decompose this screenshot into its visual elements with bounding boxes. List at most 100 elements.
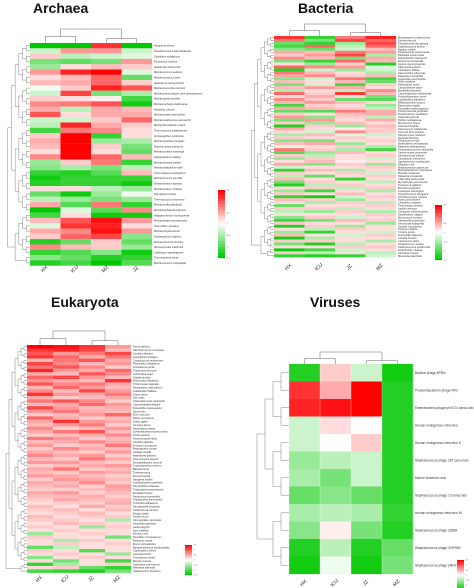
heatmap-cell [79,467,106,471]
heatmap-cell [53,484,80,488]
column-label: JZ [87,575,95,583]
heatmap-cell [289,521,321,540]
heatmap-cell [60,80,92,86]
heatmap-cell [274,213,305,217]
heatmap-cell [382,486,414,505]
legend-swatch [435,243,442,247]
heatmap-cell [79,528,106,533]
heatmap-cell [121,122,153,128]
heatmap-cells [27,345,132,573]
heatmap-cell [105,542,132,546]
row-label: Clostridium difficile [398,68,420,72]
heatmap-cell [79,460,106,465]
legend-swatch [218,209,225,213]
heatmap-cell [335,115,366,119]
heatmap-cell [91,122,122,128]
heatmap-cell [121,90,153,97]
heatmap-cell [335,92,366,96]
legend-swatch [457,561,464,563]
heatmap-cell [60,255,92,261]
heatmap-cell [53,498,80,502]
heatmap-cell [274,47,305,51]
heatmap-cell [335,36,366,40]
heatmap-cell [60,111,92,118]
heatmap-cell [91,191,122,197]
legend-swatch [185,563,192,566]
row-label: Nematostella vectensis [133,505,160,509]
heatmap-cell [274,174,305,178]
heatmap-cell [335,68,366,72]
heatmap-cell [91,255,122,261]
heatmap-cell [274,65,305,69]
heatmap-cell [53,521,80,526]
heatmap-cell [79,504,106,509]
heatmap-cell [30,43,61,49]
heatmap-cell [105,396,132,400]
heatmap-cell [304,230,336,234]
heatmap-cell [27,450,54,454]
heatmap-cell [335,136,366,140]
heatmap-cell [335,38,366,42]
row-label: Entamoeba histolytica [133,379,159,383]
row-label: Methylobacterium extorquens [398,168,433,172]
row-label: Methanobrevibacter smithii [154,123,185,127]
legend-swatch [185,568,192,571]
row-label: Botrytis cinerea [133,559,151,563]
heatmap-cell [30,159,61,165]
heatmap-cell [27,368,54,373]
heatmap-cell [27,511,54,516]
heatmap-cell [335,148,366,152]
heatmap-cell [320,416,352,435]
row-dendrogram [251,37,274,256]
heatmap-cell [105,498,132,502]
row-label: Aeromonas hydrophila [398,221,425,225]
heatmap-cell [53,538,80,543]
heatmap-cell [365,47,397,51]
heatmap-cell [53,491,80,495]
heatmap-cell [91,212,122,218]
row-label: Streptococcus mutans [398,242,424,246]
heatmap-cell [105,501,132,505]
heatmap-cell [121,244,153,250]
heatmap-cell [274,77,305,81]
heatmap-cell [79,491,106,495]
legend-swatch [435,250,442,254]
row-label: Apis mellifera [133,528,149,532]
legend-swatch [218,243,225,247]
heatmap-cell [105,477,132,482]
heatmap-cell [289,399,321,417]
heatmap-cell [105,447,132,451]
heatmap-cell [53,467,80,471]
heatmap-cell [304,71,336,75]
row-label: Xenopus laevis [133,423,151,427]
row-label: Methanosalsum zhilinae [154,187,182,191]
column-dendrogram [289,23,381,36]
row-label: Bordetella pertussis [398,89,421,93]
heatmap-cell [53,528,80,533]
heatmap-cell [304,218,336,222]
heatmap-cell [60,180,92,187]
heatmap-cell [304,97,336,101]
legend-swatch [457,582,464,584]
legend-swatch [435,246,442,249]
row-label: Chlamydomonas reinhardtii [133,399,165,403]
legend-swatch [185,547,192,549]
heatmap-cell [27,399,54,403]
heatmap-cell [79,430,106,434]
heatmap-cell [274,118,305,122]
row-label: Rattus norvegicus [133,416,154,420]
heatmap-cell [365,254,397,258]
legend-swatch [457,580,464,582]
heatmap-cell [105,562,132,567]
row-label: Plasmodium falciparum [133,362,160,366]
heatmap-cell [53,494,80,499]
heatmap-cell [27,358,54,363]
heatmap-cell [304,36,336,40]
heatmap-cell [274,254,305,258]
legend-swatch [435,223,442,226]
heatmap-cell [60,164,92,171]
heatmap-cell [27,345,54,349]
heatmap-cell [351,486,383,505]
